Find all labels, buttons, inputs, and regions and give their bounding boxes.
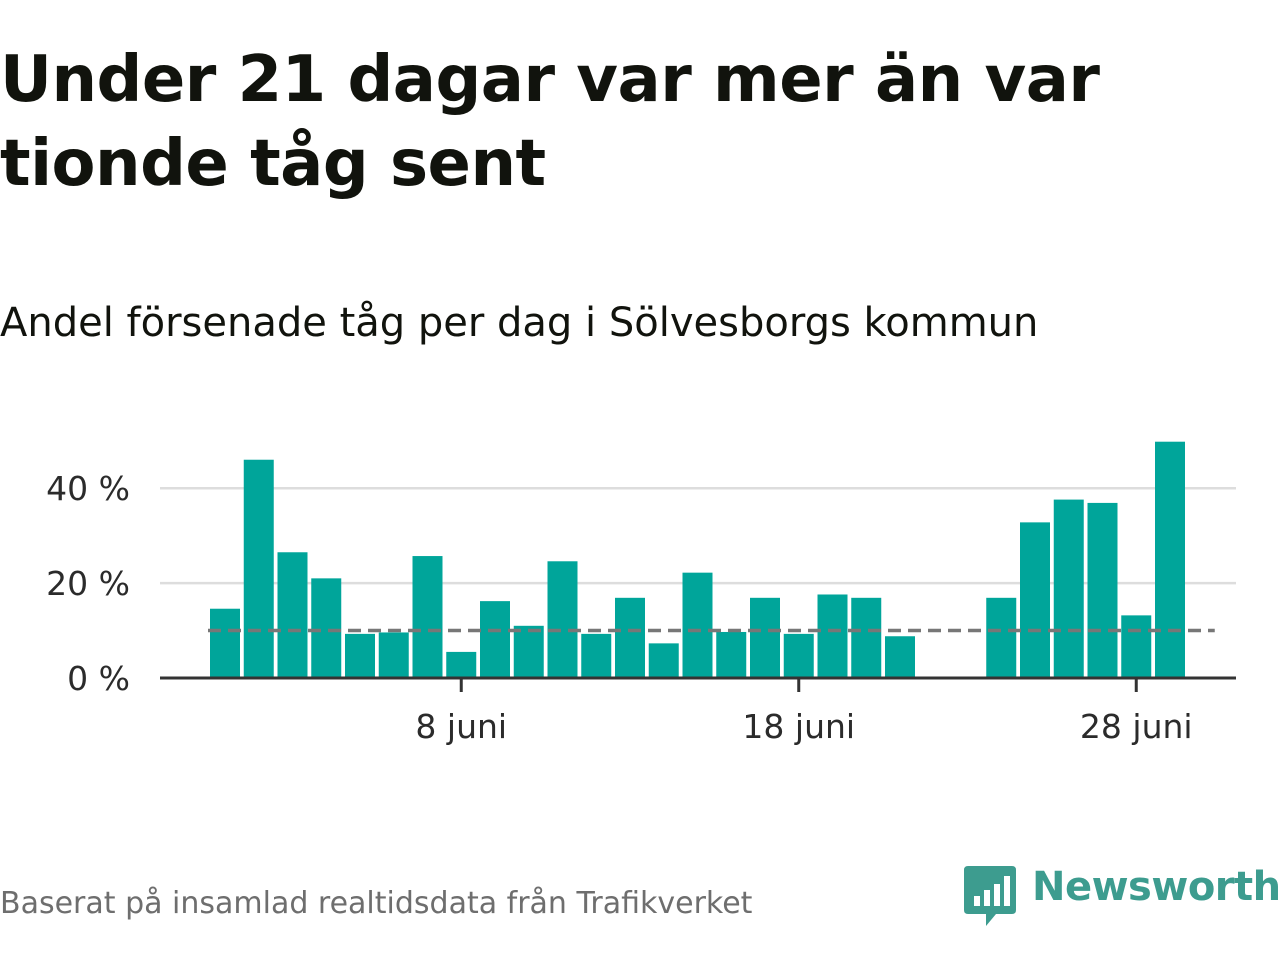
bar <box>648 643 679 678</box>
bar <box>345 633 375 678</box>
chart-title: Under 21 dagar var mer än var tionde tåg… <box>0 43 1100 201</box>
x-tick-label: 18 juni <box>742 707 855 746</box>
bar-chart: 0 % 20 % 40 % 8 juni 18 juni 28 juni <box>46 441 1236 746</box>
axes: 0 % 20 % 40 % 8 juni 18 juni 28 juni <box>46 469 1236 746</box>
bar <box>210 608 240 678</box>
bar <box>851 597 882 678</box>
bar <box>716 631 747 678</box>
source-note: Baserat på insamlad realtidsdata från Tr… <box>0 886 753 921</box>
y-tick-label: 20 % <box>46 564 130 603</box>
bar <box>547 561 578 678</box>
bar <box>615 597 645 678</box>
bar <box>581 633 612 678</box>
bar <box>446 651 477 678</box>
bar <box>277 552 308 678</box>
chart-subtitle: Andel försenade tåg per dag i Sölvesborg… <box>0 300 1039 346</box>
bar <box>750 597 780 678</box>
bar <box>1053 499 1084 678</box>
x-tick-label: 28 juni <box>1080 707 1193 746</box>
y-tick-label: 0 % <box>67 659 130 698</box>
bar <box>311 578 342 678</box>
bar <box>1155 441 1185 678</box>
bar <box>986 597 1017 678</box>
newsworthy-logo[interactable]: Newsworthy <box>962 862 1280 932</box>
newsworthy-logo-text: Newsworthy <box>1032 864 1280 910</box>
bar <box>412 556 443 678</box>
bar <box>243 459 274 678</box>
bars <box>210 441 1185 678</box>
bar <box>480 601 510 678</box>
bar <box>682 572 713 678</box>
x-tick-label: 8 juni <box>415 707 507 746</box>
y-tick-label: 40 % <box>46 469 130 508</box>
bar <box>378 632 409 678</box>
bar <box>1087 502 1118 678</box>
bar <box>817 594 848 678</box>
newsworthy-logo-icon <box>964 866 1016 926</box>
bar <box>783 633 814 678</box>
bar <box>1020 522 1050 678</box>
bar <box>1121 615 1152 678</box>
bar <box>513 625 544 678</box>
bar <box>885 636 915 678</box>
